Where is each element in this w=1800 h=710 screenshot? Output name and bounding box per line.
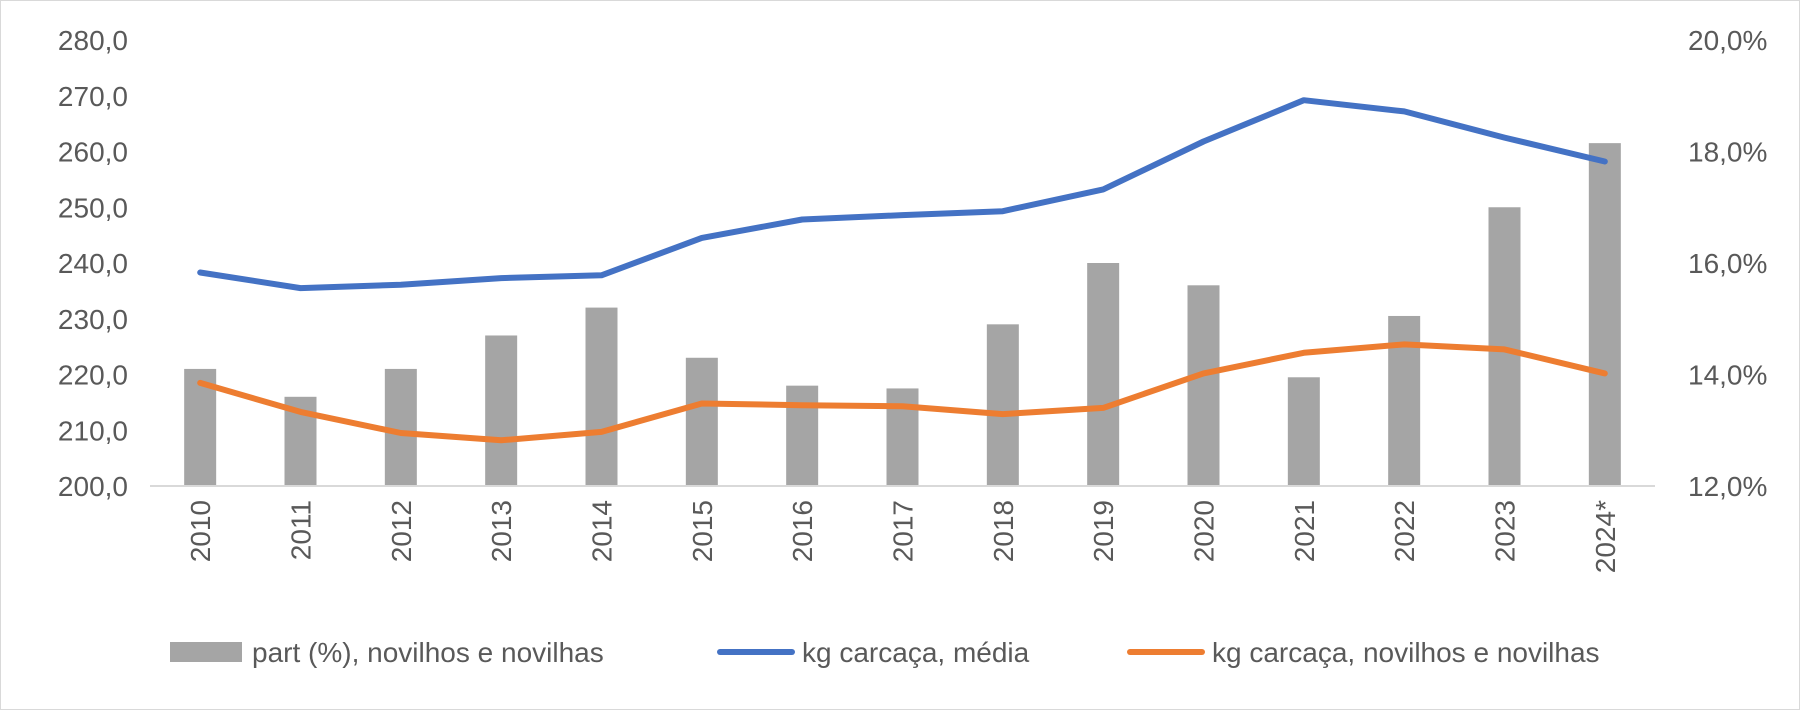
x-tick-label: 2024* xyxy=(1590,500,1621,573)
x-tick-label: 2012 xyxy=(386,500,417,562)
legend-label: part (%), novilhos e novilhas xyxy=(252,637,604,668)
left-tick-label: 270,0 xyxy=(58,81,128,112)
bar-2015 xyxy=(685,357,718,486)
legend-label: kg carcaça, novilhos e novilhas xyxy=(1212,637,1600,668)
x-tick-label: 2015 xyxy=(687,500,718,562)
left-tick-label: 210,0 xyxy=(58,415,128,446)
legend-label: kg carcaça, média xyxy=(802,637,1030,668)
x-tick-label: 2017 xyxy=(888,500,919,562)
left-tick-label: 200,0 xyxy=(58,471,128,502)
bar-2013 xyxy=(485,335,518,486)
bar-2019 xyxy=(1087,263,1120,486)
bar-2017 xyxy=(886,388,919,486)
bar-2024* xyxy=(1588,143,1621,486)
x-tick-label: 2011 xyxy=(286,500,317,560)
x-tick-label: 2019 xyxy=(1088,500,1119,562)
x-tick-label: 2021 xyxy=(1289,500,1320,562)
x-tick-label: 2016 xyxy=(787,500,818,562)
right-tick-label: 16,0% xyxy=(1688,248,1767,279)
left-tick-label: 260,0 xyxy=(58,137,128,168)
bar-2021 xyxy=(1287,377,1320,486)
legend-swatch xyxy=(170,642,242,662)
right-axis-ticks: 12,0% 14,0% 16,0% 18,0% 20,0% xyxy=(1688,25,1767,502)
left-tick-label: 280,0 xyxy=(58,25,128,56)
x-tick-label: 2018 xyxy=(988,500,1019,562)
bar-2020 xyxy=(1187,285,1220,486)
bar-2014 xyxy=(585,307,618,486)
x-tick-label: 2014 xyxy=(587,500,618,562)
x-tick-label: 2010 xyxy=(185,500,216,562)
right-tick-label: 14,0% xyxy=(1688,360,1767,391)
x-tick-label: 2013 xyxy=(486,500,517,562)
left-tick-label: 220,0 xyxy=(58,360,128,391)
left-tick-label: 240,0 xyxy=(58,248,128,279)
series-line-2 xyxy=(197,341,1608,444)
right-tick-label: 20,0% xyxy=(1688,25,1767,56)
left-tick-label: 230,0 xyxy=(58,304,128,335)
x-axis-ticks: 2010 2011 2012 2013 2014 2015 2016 2017 2018 2019… xyxy=(185,500,1621,573)
left-tick-label: 250,0 xyxy=(58,192,128,223)
left-axis-ticks: 200,0 210,0 220,0 230,0 240,0 250,0 260,0 270,0… xyxy=(58,25,128,502)
bar-2018 xyxy=(986,324,1019,486)
bar-2016 xyxy=(786,385,819,486)
legend: part (%), novilhos e novilhas kg carcaça,… xyxy=(170,637,1600,668)
x-tick-label: 2020 xyxy=(1189,500,1220,562)
bar-2012 xyxy=(384,368,417,486)
lines-layer xyxy=(197,97,1608,444)
x-tick-label: 2022 xyxy=(1389,500,1420,562)
x-tick-label: 2023 xyxy=(1490,500,1521,562)
right-tick-label: 18,0% xyxy=(1688,137,1767,168)
right-tick-label: 12,0% xyxy=(1688,471,1767,502)
series-line-1 xyxy=(197,97,1608,292)
